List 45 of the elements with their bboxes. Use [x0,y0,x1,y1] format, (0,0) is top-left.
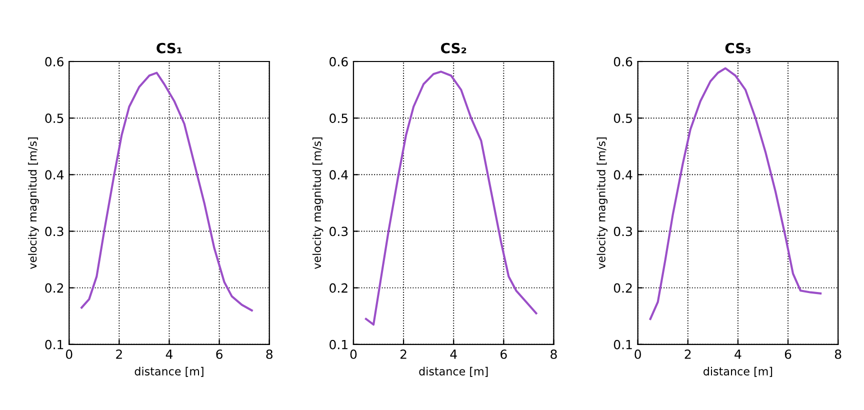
y-tick-label: 0.2 [614,283,632,293]
x-tick-label: 8 [834,349,842,359]
y-tick-label: 0.3 [45,226,64,236]
chart-title: CS₂ [441,42,466,54]
y-tick-label: 0.2 [45,283,64,293]
x-axis-title: distance [m] [134,366,204,377]
y-tick-label: 0.5 [614,114,632,124]
x-tick-label: 0 [350,349,357,359]
x-tick-label: 4 [166,350,173,359]
line-series [364,70,538,326]
y-tick-label: 0.5 [330,114,348,124]
y-tick-label: 0.6 [614,56,632,66]
x-tick-label: 2 [400,349,406,359]
x-tick-label: 2 [116,349,122,359]
x-tick-label: 0 [66,349,72,359]
x-tick-label: 2 [684,349,691,359]
x-tick-label: 6 [500,349,507,359]
x-tick-label: 8 [550,349,557,359]
x-tick-label: 6 [784,349,792,359]
y-tick-label: 0.3 [330,226,348,236]
y-tick-label: 0.4 [45,170,64,180]
x-tick-label: 0 [634,349,641,359]
y-tick-label: 0.1 [330,340,348,350]
y-tick-label: 0.3 [614,226,632,236]
chart-title: CS₁ [156,42,182,54]
y-axis-title: velocity magnitud [m/s] [312,138,324,270]
y-axis-title: velocity magnitud [m/s] [596,138,608,270]
line-series [80,72,253,312]
y-tick-label: 0.2 [330,283,348,293]
x-tick-label: 4 [450,350,457,359]
y-tick-label: 0.1 [45,340,64,350]
chart-title: CS₃ [725,42,750,54]
x-tick-label: 6 [216,349,222,359]
y-tick-label: 0.4 [614,170,632,180]
line-series [649,67,822,320]
x-axis-title: distance [m] [419,366,488,377]
x-axis-title: distance [m] [704,366,772,377]
y-tick-label: 0.4 [330,170,348,180]
x-tick-label: 4 [734,350,742,359]
y-tick-label: 0.1 [614,340,632,350]
y-tick-label: 0.6 [45,56,64,66]
x-tick-label: 8 [266,349,272,359]
y-axis-title: velocity magnitud [m/s] [28,138,39,270]
y-tick-label: 0.6 [330,56,348,66]
y-tick-label: 0.5 [45,114,64,124]
